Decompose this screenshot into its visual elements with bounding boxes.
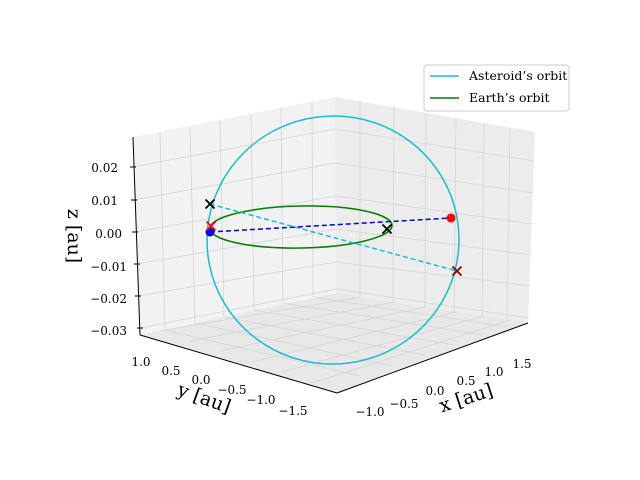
gridline	[223, 316, 426, 356]
y-tick-label: −1.0	[246, 393, 275, 407]
z-tick-label: −0.03	[90, 324, 127, 338]
gridline	[392, 106, 395, 303]
gridline	[132, 128, 336, 168]
gridline	[506, 127, 511, 321]
y-tick-label: −0.5	[217, 383, 246, 397]
x-tick-label: 0.5	[456, 374, 475, 388]
x-tick-label: 1.5	[512, 357, 531, 371]
axis-lines	[130, 136, 529, 394]
gridline	[189, 301, 395, 342]
marker-x-black	[381, 223, 393, 235]
z-ticks: 0.02 0.01 0.00 −0.01 −0.02 −0.03	[90, 161, 127, 338]
x-ticks: −1.0 −0.5 0.0 0.5 1.0 1.5	[355, 357, 531, 419]
gridline	[251, 311, 457, 363]
gridline	[334, 128, 535, 162]
connector-dashed-blue	[209, 217, 452, 233]
z-axis-label: z [au]	[63, 209, 85, 263]
legend-label-earth: Earth’s orbit	[469, 90, 550, 105]
z-tick-label: 0.01	[91, 194, 118, 208]
gridline	[335, 195, 533, 225]
gridline	[311, 319, 511, 384]
y-tick-label: 0.5	[161, 364, 180, 378]
marker-x-darkred	[451, 265, 463, 277]
y-axis-line	[139, 334, 338, 394]
gridline	[164, 329, 361, 377]
gridline	[133, 162, 336, 201]
gridline	[335, 228, 532, 256]
x-tick-label: 1.0	[484, 365, 503, 379]
marker-x-darkred-stroke	[451, 265, 463, 277]
gridline	[136, 228, 337, 265]
legend-box	[423, 64, 570, 112]
gridline	[335, 261, 531, 287]
series-asteroid-orbit	[206, 115, 460, 365]
gridline	[453, 117, 457, 313]
gridline	[139, 288, 337, 329]
gridline	[189, 126, 196, 324]
gridline	[424, 112, 427, 308]
y-tick-label: −1.5	[278, 404, 307, 418]
gridline	[312, 296, 508, 328]
z-axis-line	[132, 136, 141, 336]
gridline	[481, 122, 485, 317]
gridline	[335, 288, 530, 319]
x-tick-label: 0.0	[425, 384, 444, 398]
gridline	[219, 120, 225, 318]
gridline	[219, 306, 427, 352]
x-tick-label: −0.5	[389, 397, 418, 411]
marker-red-dot	[446, 213, 456, 223]
gridline	[253, 309, 455, 346]
y-tick-label: 1.0	[131, 355, 150, 369]
marker-x-black	[204, 198, 216, 210]
marker-x-red	[205, 220, 217, 232]
gridline	[159, 132, 166, 331]
x-axis-line	[336, 322, 529, 394]
gridline	[137, 261, 337, 297]
gridline	[311, 101, 314, 298]
z-tick-label: 0.02	[91, 161, 118, 175]
gridline	[194, 322, 394, 367]
left-pane	[133, 97, 336, 335]
y-tick-label: 0.0	[191, 373, 210, 387]
marker-x-black-stroke	[381, 223, 393, 235]
gridline	[282, 302, 483, 336]
gridline	[280, 107, 284, 304]
x-tick-label: −1.0	[355, 405, 384, 419]
y-ticks: 1.0 0.5 0.0 −0.5 −1.0 −1.5	[131, 355, 307, 418]
marker-x-black-stroke	[204, 198, 216, 210]
legend-label-asteroid: Asteroid’s orbit	[468, 68, 567, 83]
marker-x-red-stroke	[205, 220, 217, 232]
z-tick-label: −0.02	[90, 292, 127, 306]
gridline	[334, 162, 534, 194]
z-tick-label: −0.01	[90, 260, 127, 274]
gridline	[159, 296, 361, 332]
legend: Asteroid’s orbit Earth’s orbit	[423, 64, 570, 112]
connector-dashed-cyan	[209, 203, 458, 272]
z-tick-label: 0.00	[95, 227, 122, 241]
plot-marks	[204, 115, 463, 365]
